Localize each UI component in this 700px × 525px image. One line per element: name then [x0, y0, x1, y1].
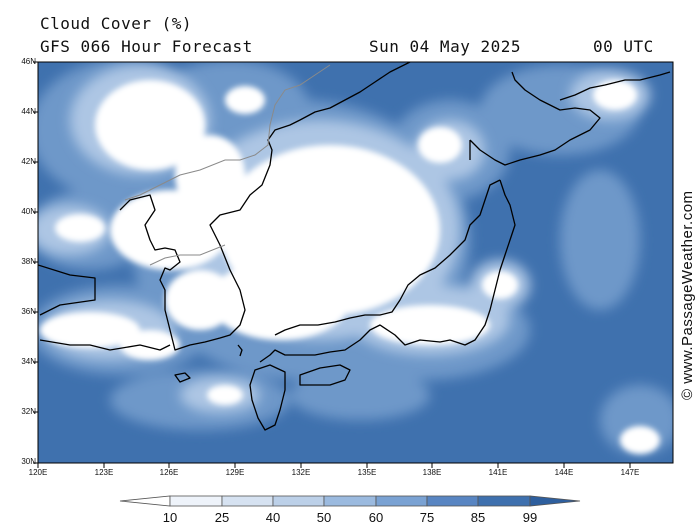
site-credit: © www.PassageWeather.com [679, 190, 696, 400]
lat-label: 36N [21, 307, 36, 316]
colorbar-bin [221, 495, 274, 507]
colorbar-bin [375, 495, 428, 507]
colorbar-bin [426, 495, 479, 507]
map-title: Cloud Cover (%) [40, 14, 192, 33]
cloud-cover-field [38, 62, 673, 463]
lon-label: 132E [291, 468, 311, 477]
colorbar-bin [323, 495, 377, 507]
lat-label: 40N [21, 207, 36, 216]
colorbar-bin [169, 495, 223, 507]
lat-label: 34N [21, 357, 36, 366]
tsushima [237, 344, 243, 357]
colorbar-bin [477, 495, 531, 507]
lon-label: 123E [94, 468, 114, 477]
lon-label: 126E [159, 468, 179, 477]
colorbar-tick-label: 99 [522, 510, 538, 525]
lat-label: 42N [21, 157, 36, 166]
lon-label: 138E [422, 468, 442, 477]
colorbar [119, 495, 581, 507]
hokkaido-coastline [469, 71, 601, 166]
honshu-coastline [259, 179, 516, 363]
colorbar-tick-label: 85 [470, 510, 486, 525]
colorbar-tick-label: 50 [316, 510, 332, 525]
lat-label: 30N [21, 457, 36, 466]
lat-label: 38N [21, 257, 36, 266]
colorbar-tick-label: 10 [162, 510, 178, 525]
mainland-coastline [38, 62, 411, 351]
shikoku-coastline [299, 364, 351, 386]
forecast-date: Sun 04 May 2025 [369, 37, 521, 56]
colorbar-tick-label: 40 [265, 510, 281, 525]
forecast-time: 00 UTC [593, 37, 654, 56]
lat-label: 46N [21, 57, 36, 66]
colorbar-tick-label: 75 [419, 510, 435, 525]
axis-ticks [33, 61, 631, 468]
lon-label: 141E [488, 468, 508, 477]
lon-label: 144E [554, 468, 574, 477]
jeju-island [174, 372, 191, 383]
lon-label: 135E [357, 468, 377, 477]
colorbar-lower-arrow [119, 495, 171, 507]
sea-coast-north [559, 71, 671, 101]
kyushu-coastline [249, 364, 286, 431]
forecast-label: GFS 066 Hour Forecast [40, 37, 253, 56]
colorbar-bin [272, 495, 325, 507]
lon-label: 120E [28, 468, 48, 477]
colorbar-tick-label: 60 [368, 510, 384, 525]
borders [124, 64, 331, 266]
colorbar-tick-label: 25 [214, 510, 230, 525]
lat-label: 32N [21, 407, 36, 416]
lon-label: 129E [225, 468, 245, 477]
lat-label: 44N [21, 107, 36, 116]
colorbar-upper-arrow [529, 495, 581, 507]
coastlines [38, 62, 671, 431]
lon-label: 147E [620, 468, 640, 477]
